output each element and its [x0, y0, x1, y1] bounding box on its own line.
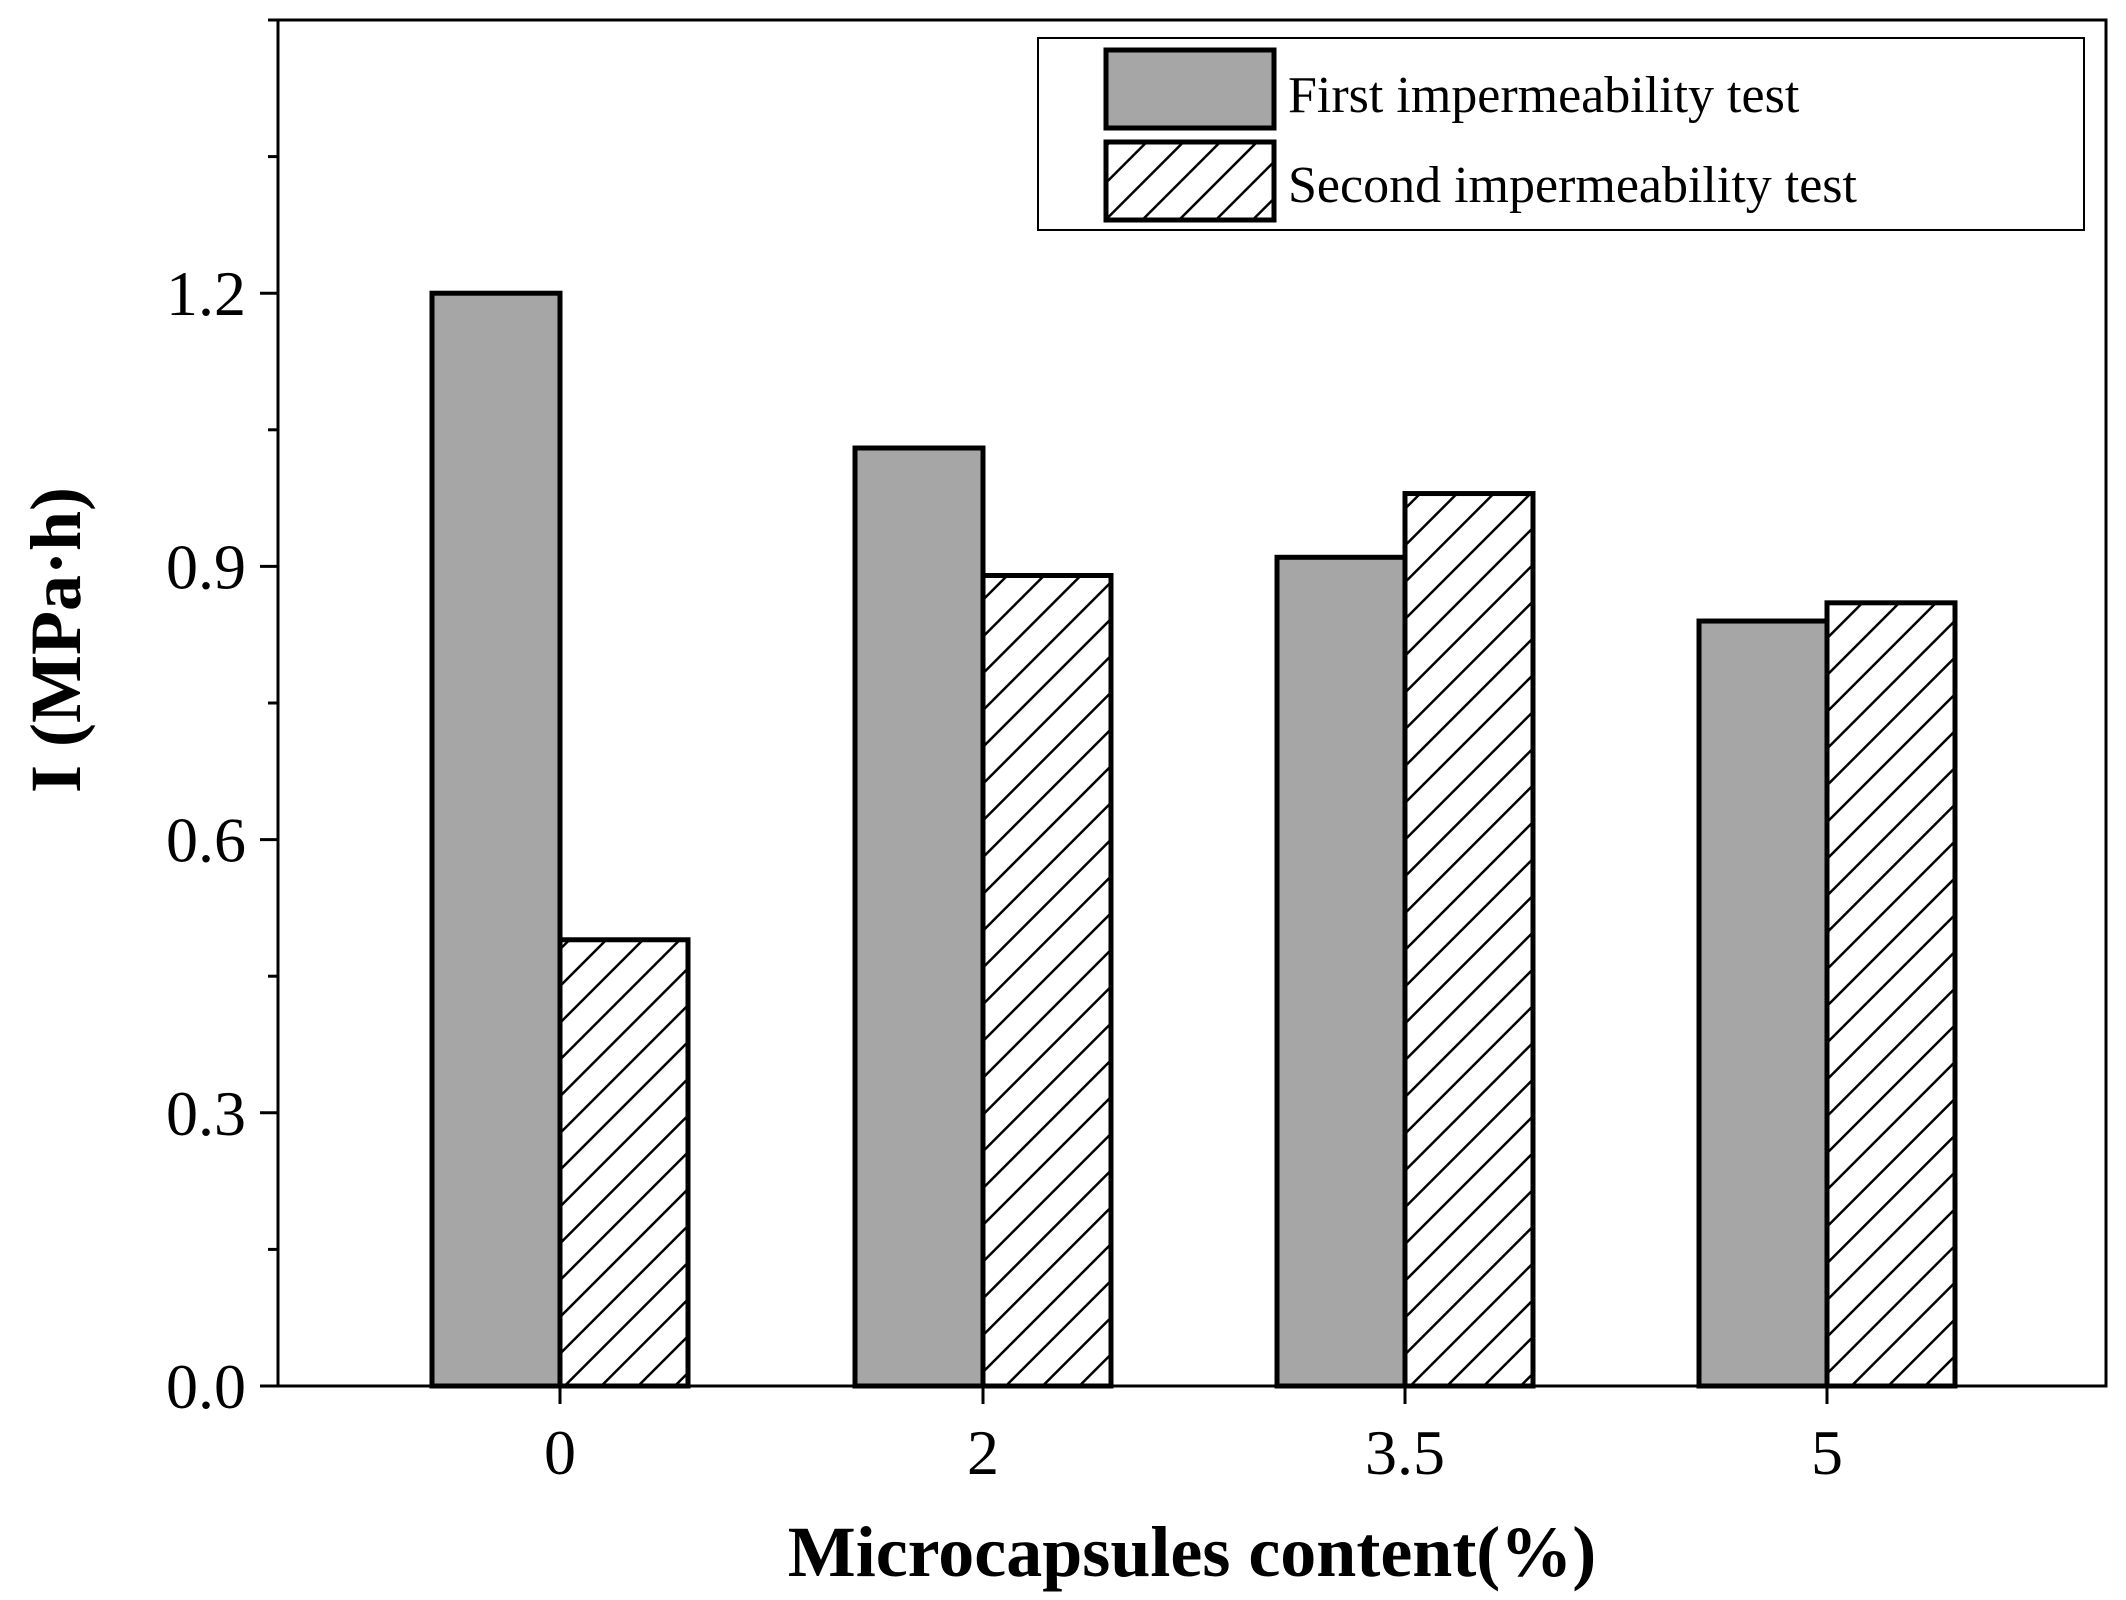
x-tick-label: 3.5 — [1365, 1417, 1445, 1488]
bar-series2-cat-0 — [557, 937, 691, 1389]
legend-label-second: Second impermeability test — [1288, 157, 1858, 214]
y-axis: 0.0 0.3 0.6 0.9 1.2 — [166, 18, 278, 1422]
y-tick-label: 0.0 — [166, 1351, 246, 1422]
bar-series2-cat-3_5 — [1402, 491, 1536, 1389]
bar-series2-cat-5 — [1824, 600, 1958, 1389]
bar-series1-cat-0 — [429, 290, 563, 1389]
bar-series2-cat-2 — [980, 573, 1114, 1389]
legend-swatch-second — [1103, 139, 1277, 223]
x-tick-label: 0 — [544, 1417, 576, 1488]
bar-series1-cat-2 — [852, 445, 986, 1389]
legend: First impermeability test Second imperme… — [1037, 37, 2085, 231]
x-tick-label: 5 — [1811, 1417, 1843, 1488]
bar-series1-cat-3_5 — [1274, 554, 1408, 1389]
bar-series1-cat-5 — [1696, 618, 1830, 1389]
x-axis-title: Microcapsules content(%) — [788, 1512, 1597, 1592]
legend-swatch-first — [1103, 47, 1277, 131]
y-tick-label: 0.9 — [166, 531, 246, 602]
y-axis-title: I (MPa·h) — [16, 487, 96, 793]
x-axis: 0 2 3.5 5 — [544, 1386, 1843, 1488]
x-tick-label: 2 — [967, 1417, 999, 1488]
bars-group — [429, 290, 1958, 1389]
y-tick-label: 1.2 — [166, 258, 246, 329]
legend-label-first: First impermeability test — [1288, 67, 1800, 124]
y-tick-label: 0.6 — [166, 805, 246, 876]
y-tick-label: 0.3 — [166, 1078, 246, 1149]
